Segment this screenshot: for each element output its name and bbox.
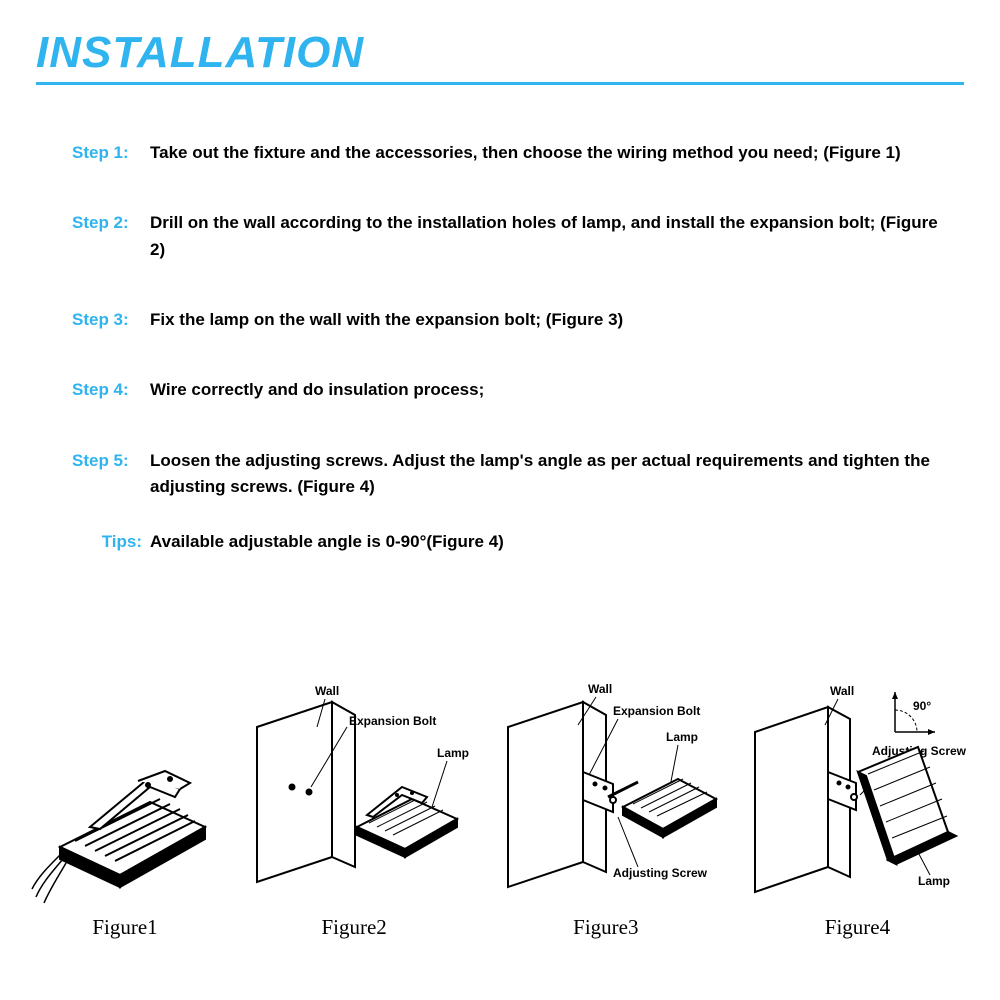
step-text: Wire correctly and do insulation process…	[150, 377, 942, 403]
figure-1: Figure1	[30, 727, 220, 940]
step-label: Step 5:	[72, 448, 150, 474]
bolt-label: Expansion Bolt	[613, 704, 700, 718]
lamp-label: Lamp	[918, 874, 950, 888]
figure-4: Wall 90° Adjusting Screw Lamp	[740, 677, 975, 940]
step-2: Step 2: Drill on the wall according to t…	[72, 210, 942, 263]
figure-1-diagram	[30, 727, 220, 907]
tips-label: Tips:	[72, 532, 150, 552]
figure-4-diagram: Wall 90° Adjusting Screw Lamp	[740, 677, 975, 907]
step-text: Loosen the adjusting screws. Adjust the …	[150, 448, 942, 501]
wall-label: Wall	[830, 684, 854, 698]
step-5: Step 5: Loosen the adjusting screws. Adj…	[72, 448, 942, 501]
steps-list: Step 1: Take out the fixture and the acc…	[72, 140, 942, 552]
bolt-label: Expansion Bolt	[349, 714, 436, 728]
step-label: Step 4:	[72, 377, 150, 403]
tips-row: Tips: Available adjustable angle is 0-90…	[72, 532, 942, 552]
step-text: Drill on the wall according to the insta…	[150, 210, 942, 263]
page-title: INSTALLATION	[36, 28, 364, 78]
angle-label: 90°	[913, 699, 931, 713]
lamp-label: Lamp	[666, 730, 698, 744]
step-text: Take out the fixture and the accessories…	[150, 140, 942, 166]
figure-3-diagram: Wall Expansion Bolt Lamp Adjusting Screw	[488, 677, 723, 907]
step-1: Step 1: Take out the fixture and the acc…	[72, 140, 942, 166]
figure-caption: Figure2	[321, 915, 386, 940]
step-text: Fix the lamp on the wall with the expans…	[150, 307, 942, 333]
screw-label: Adjusting Screw	[613, 866, 708, 880]
lamp-label: Lamp	[437, 746, 469, 760]
tips-text: Available adjustable angle is 0-90°(Figu…	[150, 532, 942, 552]
figures-row: Figure1 Wall Expansion Bolt	[30, 640, 975, 940]
wall-label: Wall	[588, 682, 612, 696]
figure-3: Wall Expansion Bolt Lamp Adjusting Screw	[488, 677, 723, 940]
figure-caption: Figure3	[573, 915, 638, 940]
step-label: Step 2:	[72, 210, 150, 236]
figure-caption: Figure4	[825, 915, 890, 940]
step-label: Step 1:	[72, 140, 150, 166]
figure-2-diagram: Wall Expansion Bolt	[237, 677, 472, 907]
step-3: Step 3: Fix the lamp on the wall with th…	[72, 307, 942, 333]
wall-label: Wall	[315, 684, 339, 698]
step-label: Step 3:	[72, 307, 150, 333]
figure-2: Wall Expansion Bolt	[237, 677, 472, 940]
figure-caption: Figure1	[92, 915, 157, 940]
title-underline	[36, 82, 964, 85]
step-4: Step 4: Wire correctly and do insulation…	[72, 377, 942, 403]
